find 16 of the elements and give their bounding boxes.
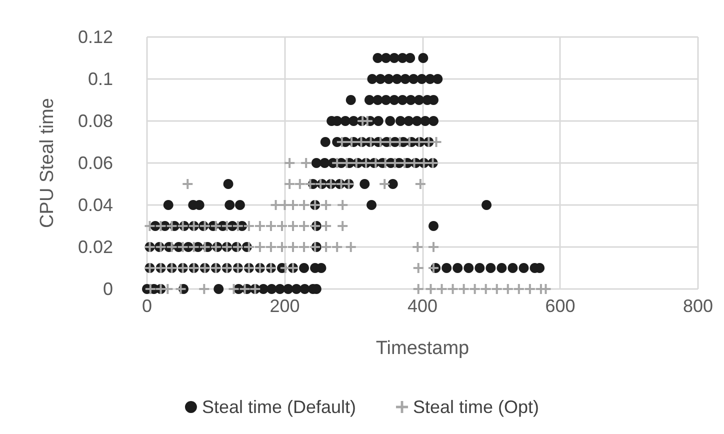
x-tick-label: 800 — [682, 296, 714, 316]
y-axis-title: CPU Steal time — [37, 98, 58, 228]
x-tick-label: 0 — [142, 296, 152, 316]
y-tick-label: 0.02 — [78, 237, 113, 257]
y-tick-label: 0.04 — [78, 195, 113, 215]
x-tick-label: 600 — [545, 296, 576, 316]
y-tick-label: 0.1 — [88, 69, 113, 89]
y-tick-label: 0.12 — [78, 27, 113, 47]
x-tick-label: 400 — [407, 296, 438, 316]
x-axis-title: Timestamp — [376, 338, 470, 359]
legend-label: Steal time (Opt) — [413, 397, 540, 417]
y-tick-label: 0 — [102, 279, 113, 299]
legend-label: Steal time (Default) — [202, 397, 356, 417]
x-tick-label: 200 — [270, 296, 300, 316]
y-tick-label: 0.06 — [78, 153, 113, 173]
y-tick-label: 0.08 — [78, 111, 113, 131]
